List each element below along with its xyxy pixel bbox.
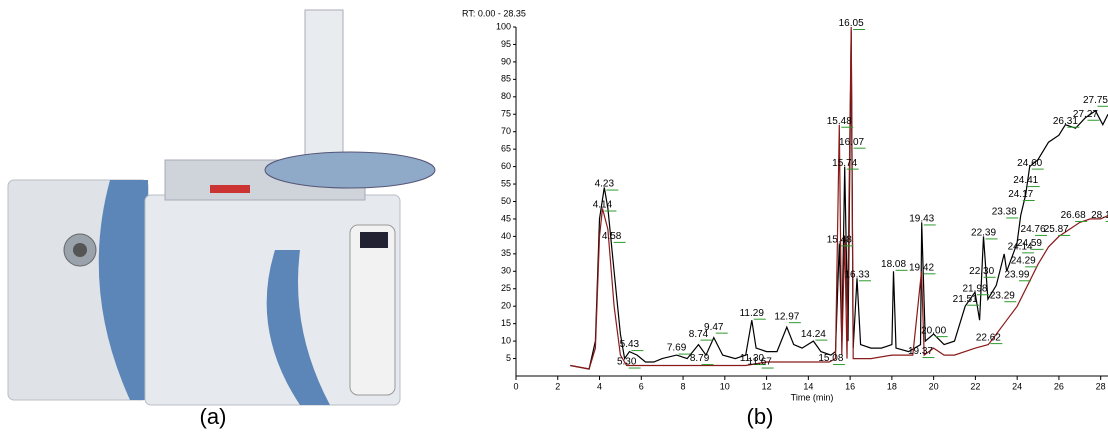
peak-label: 16.33 xyxy=(844,269,869,280)
caption: (b) xyxy=(747,404,774,429)
y-tick-label: 70 xyxy=(501,126,511,136)
peak-label: 8.74 xyxy=(689,329,709,340)
peak-label: 19.42 xyxy=(909,262,934,273)
y-tick-label: 100 xyxy=(496,21,511,31)
y-tick-label: 65 xyxy=(501,144,511,154)
y-tick-label: 40 xyxy=(501,231,511,241)
peak-label: 24.76 xyxy=(1021,224,1046,235)
peak-label: 23.99 xyxy=(1004,269,1029,280)
y-tick-label: 45 xyxy=(501,213,511,223)
peak-label: 19.37 xyxy=(908,346,933,357)
trace xyxy=(570,26,1108,370)
y-tick-label: 20 xyxy=(501,301,511,311)
x-tick-label: 26 xyxy=(1054,381,1064,391)
y-tick-label: 75 xyxy=(501,109,511,119)
peak-label: 19.43 xyxy=(909,214,934,225)
x-tick-label: 16 xyxy=(845,381,855,391)
x-axis-label: Time (min) xyxy=(791,392,834,402)
peak-label: 26.68 xyxy=(1061,210,1086,221)
y-tick-label: 50 xyxy=(501,196,511,206)
x-tick-label: 10 xyxy=(720,381,730,391)
x-tick-label: 12 xyxy=(762,381,772,391)
y-tick-label: 35 xyxy=(501,248,511,258)
y-tick-label: 55 xyxy=(501,178,511,188)
peak-label: 24.60 xyxy=(1017,158,1042,169)
y-tick-label: 85 xyxy=(501,74,511,84)
peak-label: 26.31 xyxy=(1053,116,1078,127)
peak-label: 27.75 xyxy=(1083,95,1108,106)
y-tick-label: 80 xyxy=(501,91,511,101)
peak-label: 21.51 xyxy=(953,294,978,305)
peak-label: 24.29 xyxy=(1011,255,1036,266)
y-tick-label: 5 xyxy=(506,353,511,363)
peak-label: 11.29 xyxy=(740,308,765,319)
peak-label: 5.43 xyxy=(620,339,640,350)
y-tick-label: 10 xyxy=(501,335,511,345)
x-tick-label: 14 xyxy=(803,381,813,391)
peak-label: 23.29 xyxy=(990,290,1015,301)
peak-label: 18.08 xyxy=(881,259,906,270)
x-tick-label: 28 xyxy=(1096,381,1106,391)
peak-label: 8.79 xyxy=(690,353,710,364)
peak-label: 22.30 xyxy=(969,266,994,277)
x-tick-label: 24 xyxy=(1012,381,1022,391)
y-tick-label: 90 xyxy=(501,56,511,66)
x-tick-label: 6 xyxy=(639,381,644,391)
x-tick-label: 8 xyxy=(681,381,686,391)
y-tick-label: 95 xyxy=(501,39,511,49)
x-tick-label: 2 xyxy=(555,381,560,391)
peak-label: 28.14 xyxy=(1091,210,1108,221)
peak-label: 4.14 xyxy=(593,200,613,211)
peak-label: 20.00 xyxy=(921,325,946,336)
y-tick-label: 60 xyxy=(501,161,511,171)
peak-label: 9.47 xyxy=(704,322,724,333)
x-tick-label: 22 xyxy=(970,381,980,391)
peak-label: 15.48 xyxy=(827,116,852,127)
peak-label: 27.27 xyxy=(1073,109,1098,120)
caption: (a) xyxy=(200,404,227,429)
peak-label: 24.41 xyxy=(1013,175,1038,186)
x-tick-label: 18 xyxy=(887,381,897,391)
peak-label: 23.38 xyxy=(992,207,1017,218)
peak-label: 22.62 xyxy=(976,332,1001,343)
peak-label: 12.97 xyxy=(774,311,799,322)
peak-label: 15.08 xyxy=(818,353,843,364)
peak-label: 14.24 xyxy=(801,329,826,340)
peak-label: 15.74 xyxy=(832,158,857,169)
peak-label: 16.07 xyxy=(839,137,864,148)
peak-label: 15.48 xyxy=(827,235,852,246)
peak-label: 24.59 xyxy=(1017,238,1042,249)
peak-label: 11.67 xyxy=(748,357,773,368)
chart-title: RT: 0.00 - 28.35 xyxy=(462,8,526,18)
peak-label: 24.14 xyxy=(1008,242,1033,253)
x-tick-label: 4 xyxy=(597,381,602,391)
x-tick-label: 0 xyxy=(513,381,518,391)
peak-label: 21.98 xyxy=(962,283,987,294)
y-tick-label: 15 xyxy=(501,318,511,328)
peak-label: 11.30 xyxy=(740,353,765,364)
peak-label: 4.23 xyxy=(595,179,615,190)
y-tick-label: 25 xyxy=(501,283,511,293)
peak-label: 16.05 xyxy=(839,18,864,29)
peak-label: 24.17 xyxy=(1008,189,1033,200)
peak-label: 25.87 xyxy=(1044,224,1069,235)
peak-label: 4.58 xyxy=(602,231,622,242)
peak-label: 22.39 xyxy=(971,228,996,239)
y-tick-label: 30 xyxy=(501,266,511,276)
instrument-photo xyxy=(7,9,436,406)
x-tick-label: 20 xyxy=(929,381,939,391)
peak-label: 5.30 xyxy=(617,357,637,368)
peak-label: 7.69 xyxy=(667,343,687,354)
